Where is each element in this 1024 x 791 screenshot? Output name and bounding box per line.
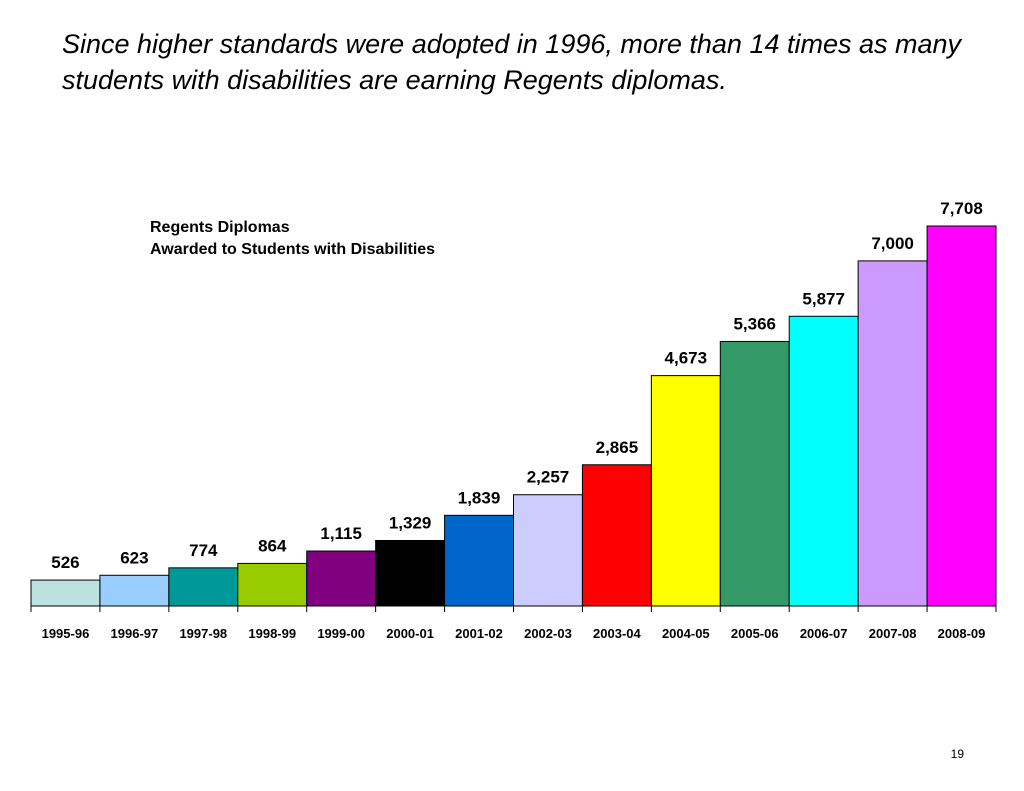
bar-2006-07: [788, 315, 859, 607]
tick-label-1995-96: 1995-96: [42, 626, 90, 641]
data-label-1998-99: 864: [258, 536, 287, 555]
bar-2000-01: [375, 539, 446, 607]
bar-1997-98: [168, 567, 239, 607]
bar-2001-02: [444, 514, 515, 607]
tick-label-2004-05: 2004-05: [662, 626, 710, 641]
data-label-2002-03: 2,257: [527, 468, 570, 487]
tick-label-2002-03: 2002-03: [524, 626, 572, 641]
bar-1999-00: [306, 550, 377, 607]
tick-label-1997-98: 1997-98: [179, 626, 227, 641]
data-label-1995-96: 526: [51, 553, 79, 572]
tick-label-2001-02: 2001-02: [455, 626, 503, 641]
data-label-2008-09: 7,708: [940, 199, 983, 218]
tick-label-1998-99: 1998-99: [248, 626, 296, 641]
data-label-2001-02: 1,839: [458, 488, 501, 507]
slide-headline: Since higher standards were adopted in 1…: [62, 29, 962, 95]
tick-label-2006-07: 2006-07: [800, 626, 848, 641]
bar-2003-04: [581, 464, 652, 607]
bar-1995-96: [30, 579, 101, 607]
bar-2008-09: [926, 225, 997, 607]
data-label-2000-01: 1,329: [389, 513, 432, 532]
data-label-1996-97: 623: [120, 548, 148, 567]
bar-2002-03: [513, 494, 583, 607]
bar-1996-97: [99, 574, 170, 607]
tick-label-2005-06: 2005-06: [731, 626, 779, 641]
bar-1998-99: [237, 562, 308, 607]
data-label-2007-08: 7,000: [871, 234, 914, 253]
tick-label-1996-97: 1996-97: [111, 626, 159, 641]
tick-label-1999-00: 1999-00: [317, 626, 365, 641]
bar-2007-08: [857, 260, 928, 607]
bar-2004-05: [650, 375, 721, 607]
tick-label-2007-08: 2007-08: [869, 626, 917, 641]
data-label-2005-06: 5,366: [733, 314, 776, 333]
data-label-2004-05: 4,673: [665, 349, 708, 368]
chart-title-line-2: Awarded to Students with Disabilities: [150, 241, 436, 258]
chart-title: Regents Diplomas Awarded to Students wit…: [150, 217, 435, 261]
tick-label-2008-09: 2008-09: [938, 626, 986, 641]
data-label-1999-00: 1,115: [320, 524, 362, 543]
data-label-1997-98: 774: [189, 541, 218, 560]
page-number: 19: [950, 747, 964, 761]
tick-label-2003-04: 2003-04: [593, 626, 641, 641]
data-label-2003-04: 2,865: [596, 438, 639, 457]
chart-title-line-1: Regents Diplomas: [150, 219, 290, 236]
data-label-2006-07: 5,877: [802, 289, 845, 308]
tick-label-2000-01: 2000-01: [386, 626, 434, 641]
bar-2005-06: [719, 340, 790, 607]
